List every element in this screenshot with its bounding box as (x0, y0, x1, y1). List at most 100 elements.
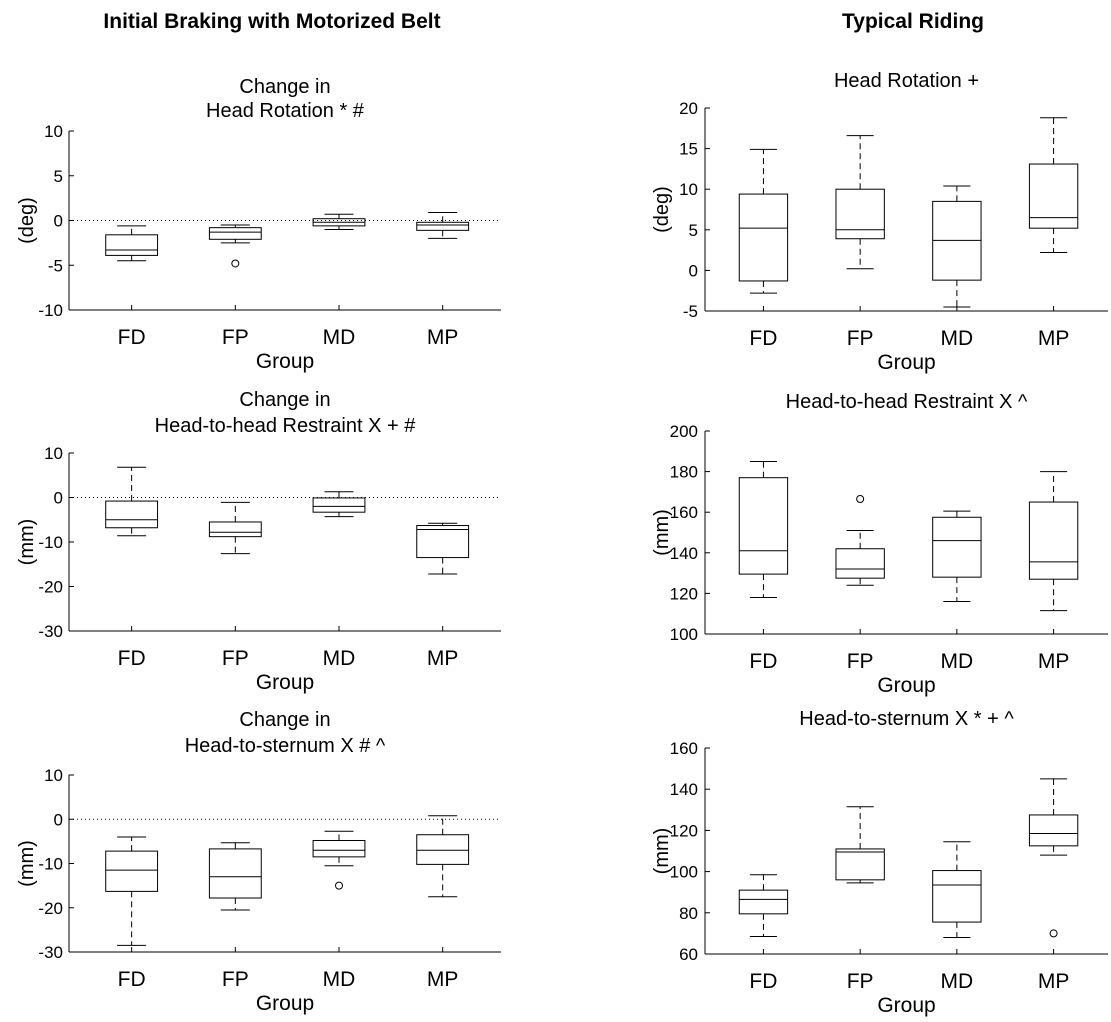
box-FD (105, 466, 159, 537)
y-tick-label: 100 (670, 863, 698, 882)
chart-title-line: Head-to-sternum X * + ^ (799, 708, 1014, 730)
x-tick-label: MD (323, 968, 356, 991)
chart-panel-3: Change in Head-to-head Restraint X + # 10 0… (16, 389, 501, 694)
chart-title-line: Head Rotation * # (206, 100, 365, 122)
y-axis-label: (deg) (16, 197, 38, 244)
box-FP (208, 842, 262, 911)
chart-title-line: Head-to-sternum X # ^ (185, 735, 386, 757)
iqr-box (738, 193, 789, 282)
iqr-box (738, 477, 789, 575)
chart-title-line: Head-to-head Restraint X + # (155, 415, 417, 437)
x-tick-label: FD (118, 968, 146, 991)
box-MP (1028, 471, 1079, 612)
box-MD (312, 491, 366, 518)
x-tick-label: MP (1038, 650, 1070, 673)
box-MD (932, 510, 982, 603)
box-FD (738, 148, 789, 294)
iqr-box (416, 834, 470, 865)
y-axis-label: (deg) (651, 186, 673, 233)
y-tick-label: 60 (679, 945, 698, 964)
iqr-box (416, 221, 470, 231)
box-MP (1028, 117, 1079, 254)
x-tick-label: FD (118, 647, 146, 670)
y-tick-label: 0 (689, 261, 698, 280)
iqr-box (416, 525, 470, 559)
box-MP (416, 815, 470, 898)
y-tick-label: -30 (38, 622, 63, 641)
box-MD (312, 213, 366, 230)
box-FP (208, 224, 262, 268)
x-tick-label: MD (323, 326, 356, 349)
x-tick-label: MP (427, 647, 459, 670)
x-tick-label: MP (427, 326, 459, 349)
x-axis-label: Group (256, 992, 314, 1015)
iqr-box (835, 848, 885, 881)
y-tick-label: -5 (48, 256, 63, 275)
x-tick-label: MD (941, 650, 974, 673)
iqr-box (1028, 163, 1079, 229)
y-axis-label: (mm) (16, 840, 38, 887)
y-tick-label: 5 (54, 167, 63, 186)
iqr-box (1028, 501, 1079, 580)
y-tick-label: -5 (683, 302, 698, 321)
x-axis-label: Group (877, 351, 935, 374)
x-tick-label: MP (427, 968, 459, 991)
y-tick-label: 15 (679, 140, 698, 159)
x-tick-label: FP (847, 650, 874, 673)
x-tick-label: FP (847, 327, 874, 350)
right-column-title: Typical Riding (842, 10, 984, 33)
outlier-point (335, 881, 343, 890)
y-tick-label: -20 (38, 578, 63, 597)
x-tick-label: FP (222, 326, 249, 349)
y-axis-label: (mm) (16, 519, 38, 566)
x-axis-label: Group (256, 350, 314, 373)
box-MP (416, 211, 470, 239)
y-tick-label: 160 (670, 503, 698, 522)
iqr-box (932, 516, 982, 578)
iqr-box (932, 870, 982, 923)
iqr-box (312, 839, 366, 858)
chart-title-line: Head-to-head Restraint X ^ (786, 391, 1028, 413)
y-tick-label: 5 (689, 221, 698, 240)
box-MP (416, 522, 470, 575)
x-tick-label: FD (749, 650, 777, 673)
y-tick-label: 160 (670, 739, 698, 758)
box-FD (738, 874, 789, 937)
x-tick-label: FD (749, 970, 777, 993)
y-tick-label: 0 (54, 489, 63, 508)
chart-panel-4: Head-to-head Restraint X ^ 200 180 160 140 12… (651, 391, 1108, 697)
iqr-box (738, 889, 789, 915)
iqr-box (208, 521, 262, 538)
chart-panel-5: Change in Head-to-sternum X # ^ 10 0 -10 -20 -… (16, 709, 501, 1015)
box-FD (105, 225, 159, 262)
box-MD (932, 185, 982, 308)
y-tick-label: 140 (670, 544, 698, 563)
y-tick-label: 120 (670, 821, 698, 840)
iqr-box (835, 188, 885, 240)
iqr-box (835, 548, 885, 579)
x-tick-label: FP (222, 968, 249, 991)
y-tick-label: -30 (38, 943, 63, 962)
box-FP (835, 495, 885, 586)
y-tick-label: 100 (670, 625, 698, 644)
y-tick-label: 10 (44, 444, 63, 463)
x-tick-label: FP (847, 970, 874, 993)
box-MD (312, 830, 366, 890)
chart-title-line: Head Rotation + (834, 70, 979, 92)
y-axis-label: (mm) (651, 828, 673, 875)
y-tick-label: 200 (670, 422, 698, 441)
y-tick-label: 20 (679, 99, 698, 118)
iqr-box (105, 234, 159, 256)
iqr-box (208, 227, 262, 240)
box-FD (738, 460, 789, 598)
chart-panel-2: Head Rotation + 20 15 10 5 0 -5 (deg) FD FP MD MP Gr… (651, 70, 1108, 374)
y-tick-label: 0 (54, 810, 63, 829)
y-tick-label: -10 (38, 855, 63, 874)
x-tick-label: MP (1038, 970, 1070, 993)
y-tick-label: 140 (670, 780, 698, 799)
y-tick-label: -10 (38, 533, 63, 552)
box-FD (105, 836, 159, 946)
chart-panel-6: Head-to-sternum X * + ^ 160 140 120 100 80 60 (… (651, 708, 1108, 1017)
